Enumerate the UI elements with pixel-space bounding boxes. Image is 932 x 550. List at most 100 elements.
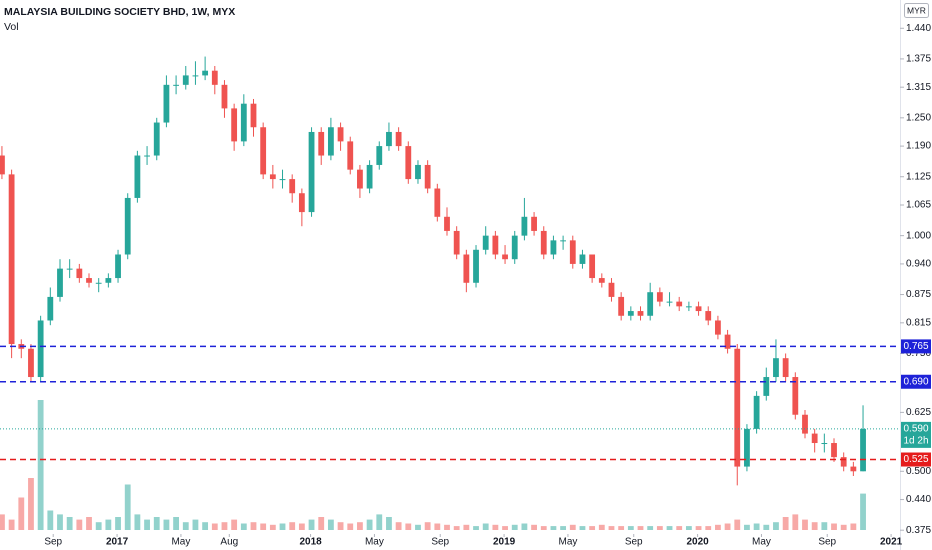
candle-body (115, 254, 121, 279)
y-tick-label: 1.315 (906, 82, 931, 93)
volume-bar (511, 524, 518, 530)
candle-body (811, 433, 818, 444)
y-tick-label: 0.815 (906, 317, 931, 328)
candle-body (192, 75, 199, 77)
volume-bar (656, 526, 663, 530)
candle-body (289, 179, 296, 194)
level-label: 0.690 (903, 376, 928, 387)
volume-bar (318, 517, 325, 530)
x-tick-label: May (171, 537, 190, 548)
candle-body (376, 146, 383, 165)
candle-body (308, 131, 315, 213)
volume-bar (153, 517, 160, 530)
volume-bar (502, 526, 508, 530)
volume-bar (47, 510, 54, 530)
volume-bar (618, 526, 625, 530)
candle-body (560, 240, 567, 242)
volume-bar (598, 524, 605, 530)
volume-bar (115, 517, 121, 530)
volume-bar (521, 523, 528, 530)
volume-bar (608, 526, 615, 530)
volume-bar (269, 524, 276, 530)
candle-body (357, 169, 363, 189)
volume-bar (18, 497, 25, 530)
volume-bar (705, 526, 712, 530)
candle-body (153, 122, 160, 156)
candle-body (57, 268, 63, 297)
candle-body (763, 377, 770, 396)
x-tick-label: 2019 (493, 537, 516, 548)
candle-body (831, 443, 837, 458)
volume-bar (444, 524, 450, 530)
x-tick-label: Sep (44, 537, 62, 548)
candle-body (444, 216, 450, 231)
x-tick-label: May (752, 537, 771, 548)
volume-bar (482, 523, 489, 530)
candle-body (540, 230, 547, 255)
volume-bar (569, 524, 576, 530)
volume-bar (560, 526, 567, 530)
candle-body (685, 306, 692, 308)
volume-bar (453, 526, 460, 530)
volume-bar (579, 526, 586, 530)
volume-bar (221, 522, 228, 530)
candle-body (37, 320, 44, 378)
candle-body (627, 311, 634, 316)
candle-body (453, 230, 460, 255)
x-tick-label: Sep (431, 537, 449, 548)
candle-body (502, 254, 508, 260)
volume-bar (376, 514, 383, 530)
y-tick-label: 0.500 (906, 466, 931, 477)
candle-body (211, 70, 218, 85)
candle-body (76, 268, 83, 279)
y-tick-label: 1.000 (906, 230, 931, 241)
candle-body (66, 268, 73, 270)
volume-bar (492, 524, 499, 530)
candle-body (598, 278, 605, 283)
candle-body (231, 108, 238, 142)
volume-bar (685, 526, 692, 530)
candle-body (163, 84, 170, 123)
candle-body (821, 443, 828, 445)
y-tick-label: 0.375 (906, 525, 931, 536)
volume-bar (434, 523, 441, 530)
x-tick-label: May (365, 537, 384, 548)
candle-body (28, 348, 34, 378)
candle-body (463, 254, 470, 283)
volume-bar (395, 522, 402, 530)
volume-bar (182, 522, 189, 530)
candle-body (492, 235, 499, 255)
volume-bar (802, 519, 808, 530)
volume-bar (289, 522, 296, 530)
candle-body (260, 127, 267, 175)
volume-bar (415, 524, 421, 530)
candle-body (8, 174, 15, 345)
volume-bar (163, 519, 170, 530)
level-label: 0.765 (903, 341, 928, 352)
currency-box[interactable] (904, 3, 929, 18)
x-tick-label: 2020 (686, 537, 709, 548)
candle-body (366, 164, 373, 189)
candle-body (647, 292, 654, 316)
volume-bar (211, 523, 218, 530)
volume-bar (666, 526, 673, 530)
level-label-box (901, 452, 931, 467)
candle-body (221, 84, 228, 109)
candle-body (715, 320, 721, 335)
volume-bar (821, 522, 828, 530)
volume-bar (173, 517, 179, 530)
candle-body (773, 358, 779, 378)
candle-body (850, 466, 857, 472)
x-tick-label: 2021 (880, 537, 903, 548)
volume-bar (86, 517, 92, 530)
x-tick-label: Sep (625, 537, 643, 548)
volume-bar (424, 522, 431, 530)
volume-bar (192, 519, 199, 530)
volume-bar (231, 519, 238, 530)
volume-bar (860, 493, 866, 530)
candle-body (840, 457, 847, 467)
y-tick-label: 0.875 (906, 289, 931, 300)
volume-label: Vol (4, 21, 19, 33)
candle-body (608, 282, 615, 297)
candle-body (569, 240, 576, 264)
